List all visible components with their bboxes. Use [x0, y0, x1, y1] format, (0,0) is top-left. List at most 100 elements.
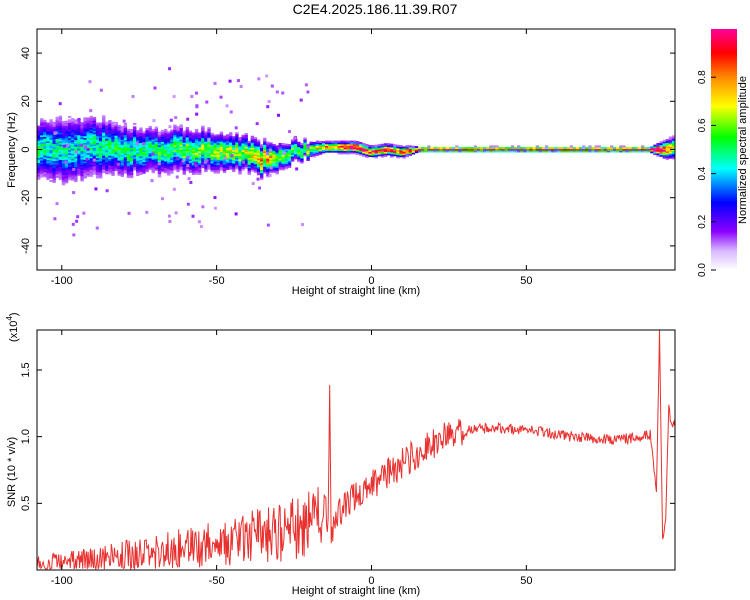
- heatmap-cell: [222, 159, 227, 162]
- heatmap-cell: [111, 125, 115, 128]
- heatmap-cell: [64, 159, 69, 162]
- heatmap-cell: [89, 127, 94, 130]
- heatmap-cell: [120, 129, 125, 132]
- heatmap-cell: [563, 148, 567, 151]
- heatmap-cell: [671, 142, 675, 145]
- heatmap-cell: [201, 139, 205, 142]
- heatmap-cell: [49, 144, 53, 147]
- heatmap-cell: [222, 167, 227, 170]
- heatmap-cell: [492, 145, 496, 148]
- heatmap-cell: [566, 148, 570, 151]
- heatmap-cell: [58, 166, 63, 169]
- heatmap-cell: [74, 119, 78, 122]
- heatmap-cell: [145, 160, 149, 163]
- heatmap-cell: [154, 145, 159, 148]
- heatmap-cell: [204, 138, 208, 141]
- heatmap-cell: [105, 152, 109, 155]
- heatmap-cell: [114, 150, 118, 153]
- heatmap-cell: [517, 147, 521, 150]
- heatmap-cell: [145, 155, 149, 157]
- heatmap-cell: [414, 147, 419, 150]
- heatmap-cell: [213, 158, 217, 161]
- heatmap-cell: [74, 129, 78, 132]
- heatmap-cell: [297, 158, 301, 161]
- heatmap-cell: [572, 147, 577, 150]
- heatmap-cell: [83, 157, 87, 160]
- heatmap-cell: [160, 150, 165, 153]
- heatmap-cell: [102, 118, 106, 121]
- heatmap-speckle: [58, 102, 62, 106]
- heatmap-cell: [145, 141, 149, 144]
- heatmap-cell: [225, 168, 230, 171]
- heatmap-cell: [52, 137, 56, 140]
- heatmap-cell: [179, 142, 183, 145]
- heatmap-cell: [665, 140, 670, 143]
- heatmap-cell: [600, 148, 605, 151]
- heatmap-cell: [52, 172, 56, 175]
- heatmap-cell: [55, 138, 59, 141]
- heatmap-cell: [102, 132, 106, 135]
- heatmap-cell: [259, 151, 264, 154]
- heatmap-cell: [89, 168, 94, 171]
- heatmap-cell: [328, 147, 332, 150]
- heatmap-cell: [176, 131, 180, 134]
- heatmap-cell: [58, 157, 63, 160]
- heatmap-y-tick-label: -20: [20, 190, 32, 206]
- heatmap-cell: [37, 142, 41, 145]
- heatmap-cell: [126, 152, 131, 155]
- heatmap-cell: [61, 166, 66, 169]
- heatmap-cell: [46, 176, 50, 179]
- heatmap-cell: [349, 143, 354, 146]
- heatmap-cell: [92, 147, 97, 150]
- heatmap-cell: [222, 149, 227, 152]
- heatmap-cell: [591, 150, 595, 153]
- heatmap-cell: [49, 147, 53, 150]
- heatmap-cell: [37, 150, 41, 153]
- heatmap-cell: [272, 162, 276, 165]
- heatmap-cell: [126, 157, 131, 160]
- colorbar-tick-label: 0.0: [697, 263, 708, 277]
- heatmap-cell: [148, 142, 152, 145]
- heatmap-cell: [71, 148, 75, 151]
- heatmap-cell: [182, 150, 186, 153]
- heatmap-cell: [157, 156, 162, 159]
- heatmap-cell: [356, 141, 360, 144]
- heatmap-cell: [225, 141, 230, 144]
- heatmap-cell: [123, 146, 128, 149]
- heatmap-cell: [188, 148, 193, 151]
- heatmap-cell: [43, 172, 47, 175]
- heatmap-cell: [281, 166, 286, 169]
- heatmap-cell: [191, 147, 196, 150]
- heatmap-cell: [133, 163, 137, 166]
- heatmap-cell: [306, 155, 310, 158]
- heatmap-cell: [210, 169, 214, 172]
- heatmap-cell: [303, 142, 307, 145]
- heatmap-cell: [114, 143, 118, 146]
- heatmap-cell: [114, 169, 118, 172]
- heatmap-cell: [201, 140, 205, 143]
- heatmap-cell: [157, 151, 162, 154]
- heatmap-cell: [461, 148, 465, 151]
- heatmap-cell: [225, 147, 230, 150]
- heatmap-cell: [163, 162, 168, 165]
- heatmap-cell: [560, 147, 564, 150]
- heatmap-cell: [176, 129, 180, 132]
- heatmap-cell: [37, 154, 41, 157]
- heatmap-cell: [49, 149, 53, 152]
- heatmap-cell: [560, 148, 564, 151]
- heatmap-cell: [207, 135, 211, 138]
- heatmap-cell: [105, 126, 109, 129]
- heatmap-cell: [198, 144, 202, 147]
- heatmap-cell: [123, 143, 128, 146]
- heatmap-cell: [287, 152, 292, 155]
- heatmap-cell: [61, 134, 66, 137]
- heatmap-cell: [393, 154, 397, 157]
- heatmap-cell: [253, 145, 258, 148]
- heatmap-cell: [58, 122, 63, 125]
- heatmap-cell: [83, 139, 87, 142]
- heatmap-cell: [266, 166, 270, 169]
- heatmap-cell: [486, 147, 490, 150]
- heatmap-cell: [102, 165, 106, 168]
- heatmap-cell: [49, 173, 53, 176]
